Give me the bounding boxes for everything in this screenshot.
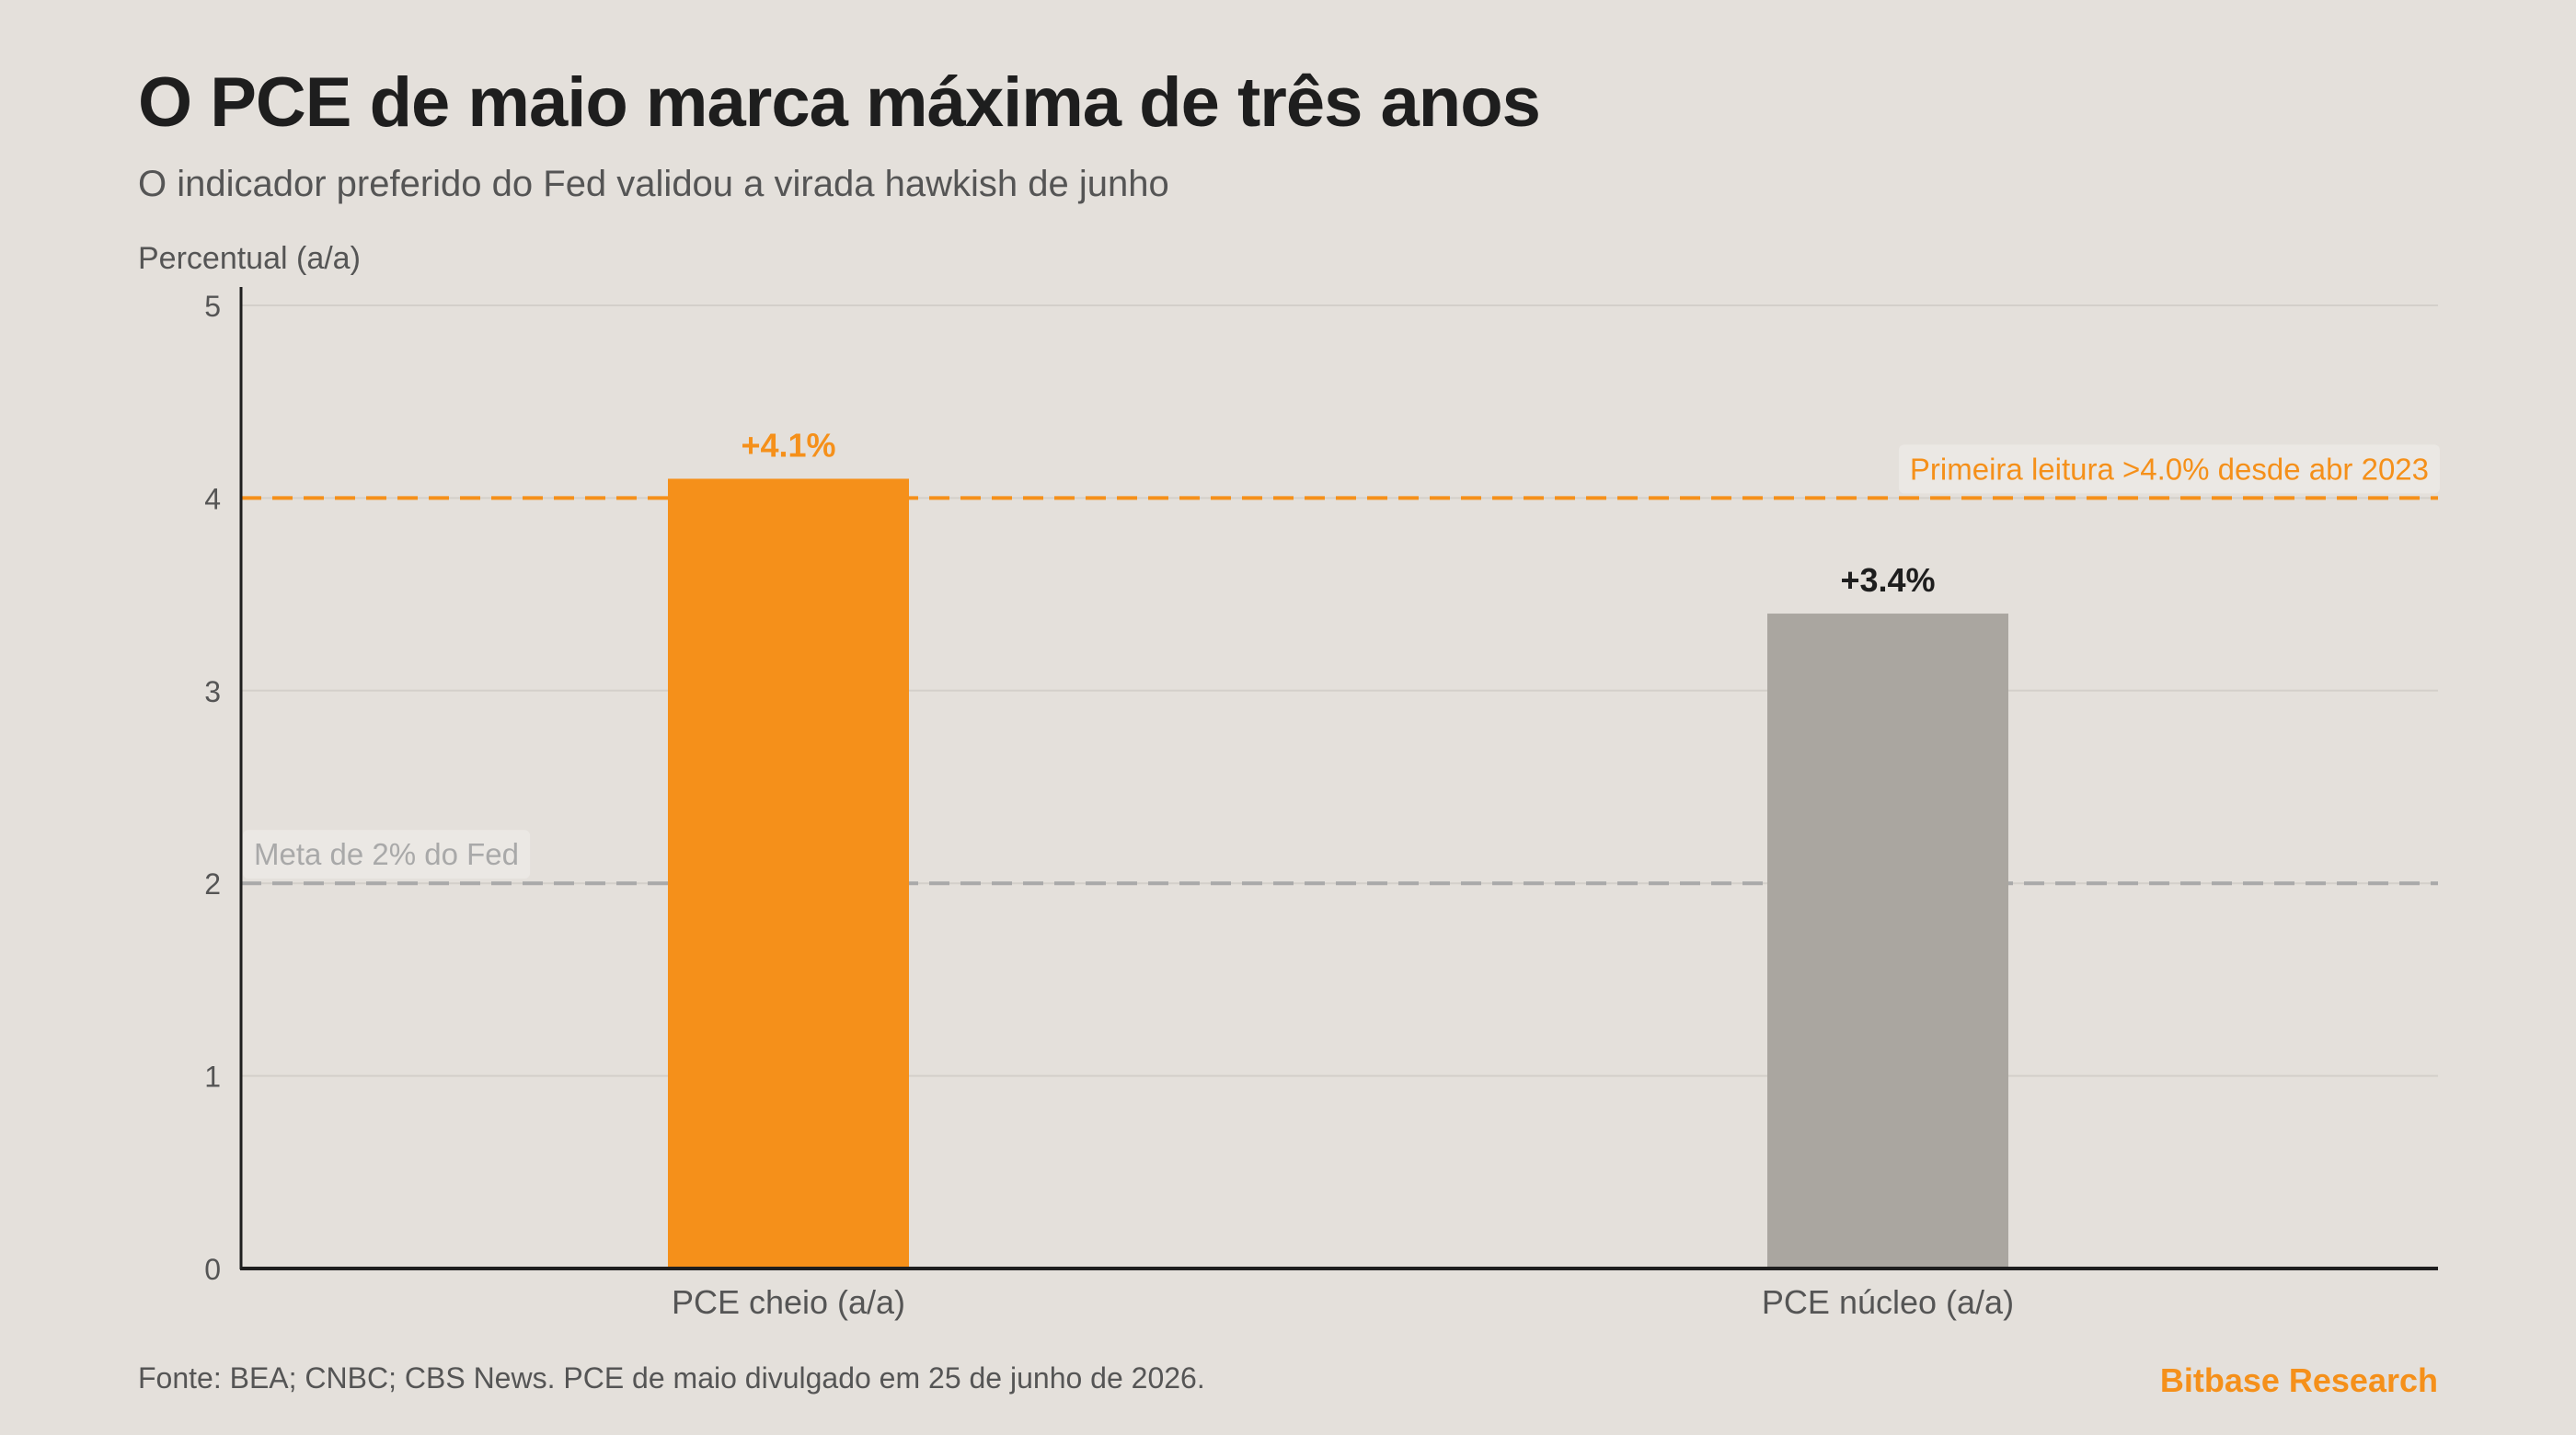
x-tick-label: PCE cheio (a/a) xyxy=(672,1283,905,1321)
y-tick-label: 0 xyxy=(204,1253,221,1286)
data-label: +3.4% xyxy=(1840,561,1935,599)
reference-label-background xyxy=(1898,444,2440,494)
y-tick-label: 1 xyxy=(204,1061,221,1094)
y-tick-label: 2 xyxy=(204,867,221,901)
y-tick-label: 4 xyxy=(204,482,221,515)
x-tick-label: PCE núcleo (a/a) xyxy=(1762,1283,2014,1321)
reference-label-background xyxy=(243,830,531,879)
reference-line-label: Meta de 2% do Fed xyxy=(254,837,519,871)
y-tick-label: 3 xyxy=(204,675,221,708)
y-axis-label: Percentual (a/a) xyxy=(138,241,361,276)
reference-line-label: Primeira leitura >4.0% desde abr 2023 xyxy=(1910,452,2429,486)
y-tick-label: 5 xyxy=(204,290,221,323)
chart-title: O PCE de maio marca máxima de três anos xyxy=(138,63,1541,142)
data-label: +4.1% xyxy=(741,426,835,464)
source-note: Fonte: BEA; CNBC; CBS News. PCE de maio … xyxy=(138,1361,1205,1395)
bar xyxy=(1767,614,2008,1269)
chart-subtitle: O indicador preferido do Fed validou a v… xyxy=(138,164,1169,204)
brand-name: Bitbase Research xyxy=(2159,1361,2438,1399)
bar xyxy=(668,478,909,1269)
